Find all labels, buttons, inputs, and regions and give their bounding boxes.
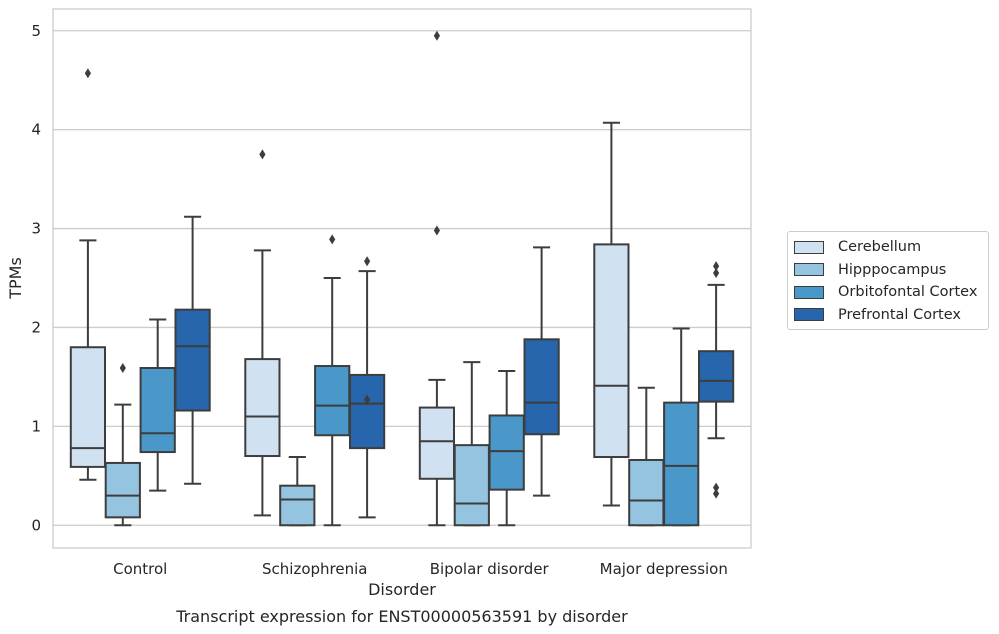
box-iqr xyxy=(418,406,456,480)
legend-swatch xyxy=(794,240,824,254)
outlier-point xyxy=(433,225,440,236)
legend-item: Cerebellum xyxy=(788,236,988,259)
outlier-point xyxy=(713,482,720,493)
box-iqr xyxy=(593,243,630,459)
box-iqr xyxy=(244,358,281,458)
box-iqr xyxy=(139,367,176,454)
box-iqr xyxy=(697,350,735,403)
box-hipppocampus-schizophrenia xyxy=(279,456,316,527)
legend-swatch xyxy=(794,285,824,299)
box-iqr xyxy=(488,414,525,491)
outlier-point xyxy=(713,268,720,279)
outlier-point xyxy=(713,488,720,499)
box-orbitofontal-cortex-control xyxy=(139,318,176,492)
x-tick-label: Control xyxy=(113,560,167,578)
x-tick-label: Bipolar disorder xyxy=(430,560,550,578)
legend-label: Prefrontal Cortex xyxy=(838,306,961,323)
box-prefrontal-cortex-control xyxy=(174,215,211,485)
box-iqr xyxy=(523,338,560,436)
box-iqr xyxy=(174,308,211,412)
y-tick-label: 1 xyxy=(31,417,41,435)
legend-label: Hipppocampus xyxy=(838,261,947,278)
outlier-point xyxy=(433,30,440,41)
box-iqr xyxy=(279,484,316,527)
box-cerebellum-control xyxy=(69,68,107,481)
outlier-point xyxy=(84,68,91,79)
box-hipppocampus-bipolar-disorder xyxy=(453,361,490,527)
x-tick-label: Schizophrenia xyxy=(262,560,367,578)
legend-item: Hipppocampus xyxy=(788,259,988,282)
box-cerebellum-major-depression xyxy=(593,121,630,507)
chart-title: Transcript expression for ENST0000056359… xyxy=(175,607,628,626)
box-hipppocampus-control xyxy=(104,363,141,527)
legend-swatch xyxy=(794,308,824,322)
y-tick-label: 0 xyxy=(31,516,41,534)
x-tick-labels: Control Schizophrenia Bipolar disorder Majo… xyxy=(113,560,728,578)
y-tick-labels: 0 1 2 3 4 5 xyxy=(31,22,41,534)
box-cerebellum-schizophrenia xyxy=(244,149,281,517)
legend-item: Orbitofontal Cortex xyxy=(788,281,988,304)
box-iqr xyxy=(453,444,490,527)
box-cerebellum-bipolar-disorder xyxy=(418,30,456,527)
box-orbitofontal-cortex-schizophrenia xyxy=(314,234,351,527)
outlier-point xyxy=(364,394,371,405)
legend-label: Cerebellum xyxy=(838,239,922,256)
box-iqr xyxy=(348,373,386,450)
box-orbitofontal-cortex-major-depression xyxy=(663,327,700,527)
box-orbitofontal-cortex-bipolar-disorder xyxy=(488,369,525,527)
box-iqr xyxy=(104,461,141,519)
y-tick-label: 2 xyxy=(31,318,41,336)
box-prefrontal-cortex-bipolar-disorder xyxy=(523,246,560,497)
legend-label: Orbitofontal Cortex xyxy=(838,284,978,301)
y-tick-label: 3 xyxy=(31,220,41,238)
box-iqr xyxy=(628,458,665,527)
outlier-point xyxy=(364,256,371,267)
box-hipppocampus-major-depression xyxy=(628,386,665,527)
y-tick-label: 4 xyxy=(31,121,41,139)
box-prefrontal-cortex-schizophrenia xyxy=(348,256,386,519)
y-tick-label: 5 xyxy=(31,22,41,40)
box-iqr xyxy=(663,401,700,527)
plot-frame xyxy=(52,8,752,549)
outlier-point xyxy=(329,234,336,245)
box-iqr xyxy=(314,365,351,437)
outlier-point xyxy=(713,261,720,272)
legend: Cerebellum Hipppocampus Orbitofontal Corte… xyxy=(787,231,989,330)
outlier-point xyxy=(259,149,266,160)
legend-swatch xyxy=(794,263,824,277)
box-prefrontal-cortex-major-depression xyxy=(697,261,735,499)
x-axis-label: Disorder xyxy=(368,580,436,599)
legend-item: Prefrontal Cortex xyxy=(788,304,988,327)
box-iqr xyxy=(69,346,107,468)
boxes xyxy=(69,30,735,527)
y-axis-label: TPMs xyxy=(6,257,25,300)
outlier-point xyxy=(119,363,126,374)
x-tick-label: Major depression xyxy=(600,560,728,578)
